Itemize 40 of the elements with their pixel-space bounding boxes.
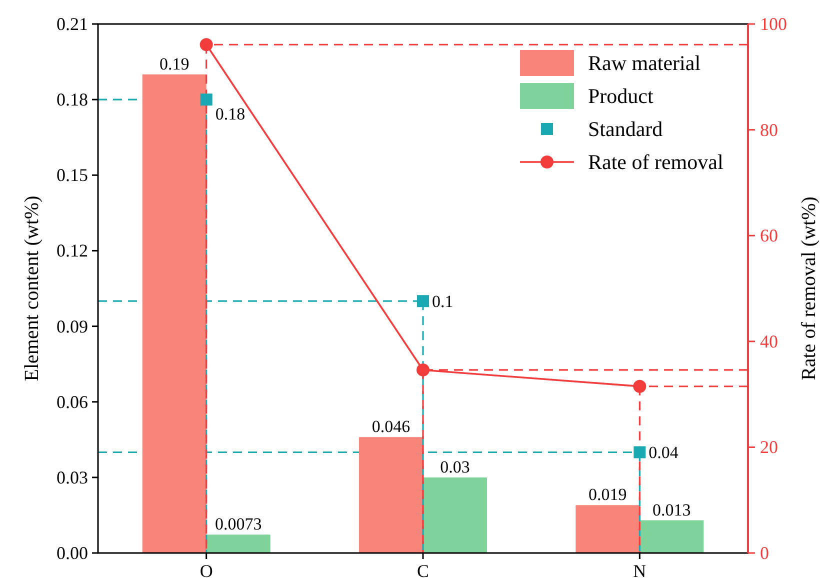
point [416,363,430,376]
legend-label: Standard [588,117,664,141]
y2-tick-label: 0 [760,543,769,563]
text: 0.09 [56,316,88,336]
data-label: 0.04 [648,443,679,462]
bar [423,477,487,553]
text: 0.18 [56,90,88,110]
x-tick-label: O [200,561,213,578]
y2-axis-title: Rate of removal (wt%) [798,196,820,380]
data-label: 0.0073 [214,514,262,534]
y2-tick-label: 20 [760,437,778,458]
bar [206,534,270,553]
bar [576,505,640,553]
y2-tick-label: 80 [760,120,778,140]
bar [640,520,704,553]
y2-tick-label: 100 [760,14,787,34]
x-tick-label: N [633,561,646,578]
data-label: 0.013 [652,500,691,520]
y2-tick-label: 40 [760,331,778,352]
point [633,380,646,393]
data-label: 0.18 [215,104,246,124]
data-label: 0.03 [440,457,470,476]
data-label: 0.1 [432,292,454,312]
legend-label: Product [588,84,654,108]
text: 0.06 [56,392,88,412]
point [200,38,213,52]
data-label: 0.046 [372,417,410,436]
text: 0.03 [56,467,88,488]
bar [359,437,423,553]
data-label: 0.019 [588,485,627,504]
y2-tick-label: 60 [760,226,778,246]
legend-label: Raw material [588,51,701,75]
data-label: 0.19 [159,54,190,74]
x-tick-label: C [416,561,430,578]
y-axis-title: Element content (wt%) [21,196,43,382]
text: 0.21 [56,14,88,34]
text: 0.12 [56,240,88,261]
legend-label: Rate of removal [588,150,724,174]
text: 0.00 [56,543,88,563]
text: 0.15 [56,165,88,186]
